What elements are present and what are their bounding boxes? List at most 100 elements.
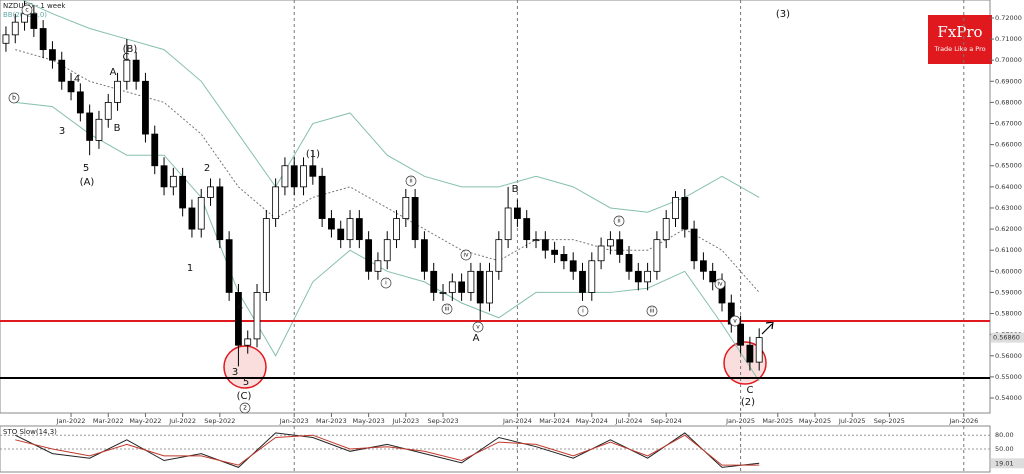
candle-body: [672, 197, 679, 219]
candle-body: [523, 218, 531, 241]
candle-body: [616, 239, 624, 255]
candle-body: [309, 165, 317, 177]
x-tick-label: May-2024: [576, 417, 608, 425]
candle-body: [179, 175, 187, 209]
wave-circle: [21, 4, 33, 16]
candle-body: [346, 218, 354, 241]
wave-circle: [577, 305, 589, 317]
y-tick-label: 0.55000: [995, 373, 1022, 381]
x-tick-label: Jan-2026: [948, 417, 978, 425]
candle-body: [235, 292, 242, 346]
candle-body: [448, 281, 456, 293]
candle-body: [411, 197, 419, 241]
wave-label: 2: [243, 405, 247, 412]
wave-label: A: [473, 333, 480, 344]
stoch-line: [15, 434, 760, 466]
x-tick-label: May-2025: [799, 417, 831, 425]
y-tick-label: 80.00: [995, 431, 1014, 439]
y-tick-label: 0.71000: [995, 35, 1022, 43]
wave-label: C: [747, 385, 754, 396]
arrow: [761, 321, 774, 335]
candle-body: [272, 186, 280, 219]
candle-body: [551, 249, 559, 255]
wave-label: (1): [306, 149, 320, 160]
candle-body: [625, 254, 633, 272]
wave-circle: [613, 215, 625, 227]
candle-body: [514, 207, 521, 219]
x-tick-label: May-2023: [353, 417, 385, 425]
candle-body: [318, 175, 326, 219]
x-tick-label: Mar-2022: [93, 417, 124, 425]
x-tick-label: Jan-2024: [502, 417, 532, 425]
candle-body: [755, 337, 763, 363]
y-tick-label: 0.64000: [995, 183, 1022, 191]
candle-body: [532, 239, 540, 242]
candle-body: [560, 254, 568, 262]
last-price-box: [991, 332, 1024, 343]
candle-body: [49, 49, 56, 61]
candle-body: [699, 260, 707, 272]
candle-body: [690, 228, 698, 262]
wave-label: 5: [243, 377, 249, 388]
wave-label: B: [512, 184, 519, 195]
candle-body: [374, 260, 382, 272]
x-tick-label: Sep-2022: [204, 417, 235, 425]
wave-circle: [8, 92, 20, 104]
wave-label: ii: [617, 218, 621, 225]
y-tick-label: 0.56000: [995, 352, 1022, 360]
wave-circle: [239, 402, 251, 414]
candle-body: [188, 207, 196, 230]
candle-body: [11, 21, 19, 36]
candle-body: [58, 59, 66, 82]
highlight-circle: [723, 341, 767, 385]
candle-body: [151, 133, 159, 167]
wave-label: B: [114, 123, 121, 134]
logo-tagline: Trade Like a Pro: [933, 45, 985, 53]
candle-body: [634, 270, 642, 283]
wave-circle: [646, 305, 658, 317]
x-tick-label: May-2022: [129, 417, 161, 425]
wave-label: v: [476, 324, 480, 331]
wave-label: i: [385, 280, 387, 287]
x-tick-label: Sep-2023: [427, 417, 458, 425]
candle-body: [216, 186, 224, 241]
wave-circle: [441, 303, 453, 315]
main-frame: [0, 0, 991, 414]
wave-label: ii: [409, 178, 413, 185]
candle-body: [439, 292, 447, 294]
y-tick-label: 0.58000: [995, 310, 1022, 318]
y-tick-label: 0.66000: [995, 141, 1022, 149]
wave-label: (C): [237, 391, 252, 402]
candle-body: [588, 260, 596, 293]
candle-body: [123, 59, 131, 82]
last-value-box: [991, 458, 1024, 469]
wave-label: 4: [237, 302, 243, 313]
candle-body: [467, 270, 475, 293]
candle-body: [569, 260, 577, 272]
y-tick-label: 0.54000: [995, 394, 1022, 402]
candle-body: [281, 165, 289, 188]
candle-body: [504, 207, 512, 241]
candle-body: [76, 91, 84, 114]
x-tick-label: Mar-2023: [316, 417, 347, 425]
x-tick-label: Jan-2025: [725, 417, 755, 425]
candle-body: [709, 270, 717, 283]
y-tick-label: 50.00: [995, 445, 1014, 453]
candle-body: [393, 218, 400, 241]
candle-body: [458, 281, 466, 293]
x-tick-label: Jan-2023: [279, 417, 309, 425]
candle-body: [142, 80, 149, 135]
x-tick-label: Mar-2025: [762, 417, 793, 425]
candle-body: [402, 197, 410, 219]
candle-body: [197, 197, 205, 230]
wave-label: iii: [649, 308, 654, 315]
wave-label: iv: [463, 252, 469, 259]
candle-body: [365, 239, 373, 272]
wave-label: A: [110, 67, 117, 78]
wave-label: C: [123, 52, 130, 63]
y-tick-label: 0.62000: [995, 225, 1022, 233]
candle-body: [644, 270, 652, 283]
wave-label: 3: [59, 126, 65, 137]
logo-name: FxPro: [937, 23, 982, 41]
